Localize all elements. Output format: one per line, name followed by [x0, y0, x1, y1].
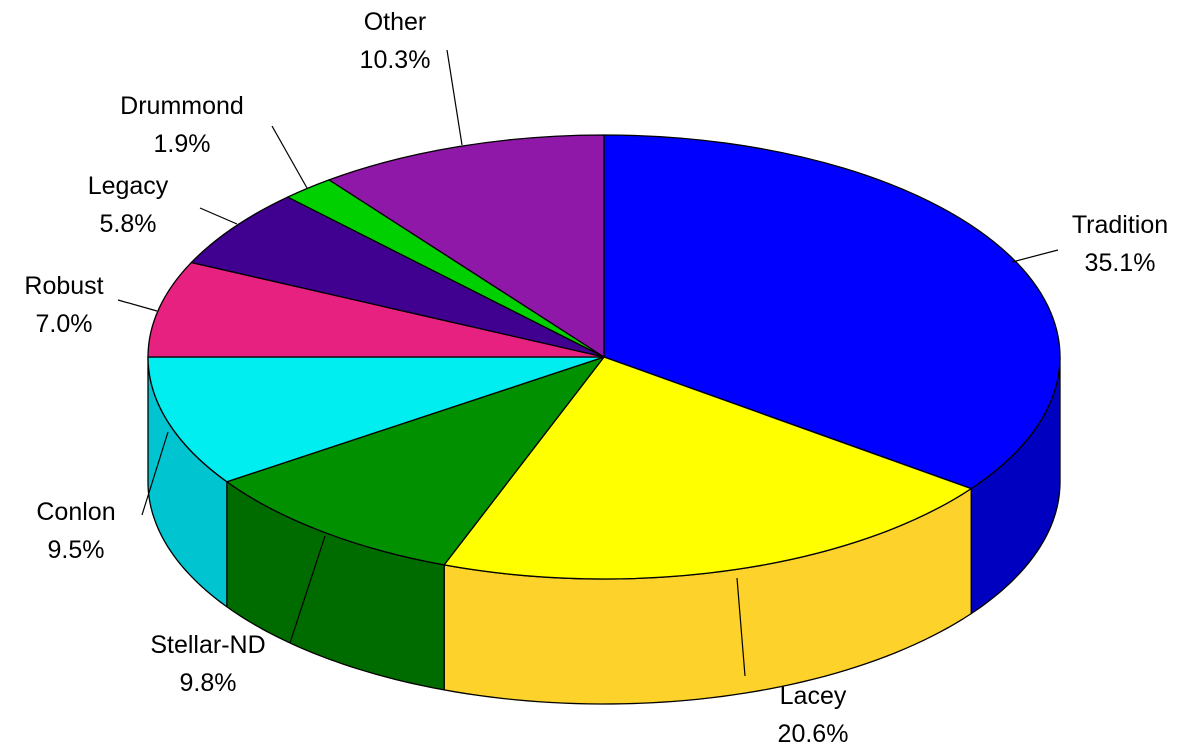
label-name-conlon: Conlon — [36, 498, 115, 526]
label-name-robust: Robust — [24, 272, 103, 300]
pie-tops — [147, 134, 1061, 580]
leader-legacy — [199, 207, 238, 225]
label-pct-other: 10.3% — [360, 46, 431, 74]
leader-robust — [117, 299, 158, 312]
label-pct-legacy: 5.8% — [100, 210, 157, 238]
leader-stellar-nd — [289, 535, 326, 644]
leader-lines — [117, 49, 1059, 677]
label-name-stellar-nd: Stellar-ND — [150, 631, 265, 659]
slice-tradition — [603, 134, 1061, 490]
slice-stellar-nd — [226, 356, 605, 566]
slice-labels: Tradition 35.1% Lacey 20.6% Stellar-ND 9… — [24, 8, 1168, 748]
label-name-drummond: Drummond — [120, 92, 244, 120]
leader-lacey — [736, 577, 746, 677]
slice-conlon — [147, 356, 605, 483]
slice-robust — [147, 261, 605, 358]
slice-lacey — [443, 356, 972, 580]
leader-tradition — [1011, 249, 1059, 263]
slice-other — [328, 134, 605, 358]
leader-drummond — [271, 125, 308, 189]
label-name-lacey: Lacey — [780, 682, 847, 710]
label-pct-lacey: 20.6% — [778, 720, 849, 748]
label-name-tradition: Tradition — [1072, 211, 1168, 239]
leader-other — [446, 49, 463, 146]
label-pct-conlon: 9.5% — [48, 536, 105, 564]
label-pct-tradition: 35.1% — [1085, 249, 1156, 277]
label-pct-stellar-nd: 9.8% — [180, 669, 237, 697]
label-name-other: Other — [364, 8, 427, 36]
leader-conlon — [141, 431, 169, 516]
label-pct-robust: 7.0% — [36, 310, 93, 338]
label-pct-drummond: 1.9% — [154, 130, 211, 158]
pie-sides — [147, 356, 1061, 705]
label-name-legacy: Legacy — [88, 172, 169, 200]
slice-legacy — [190, 196, 605, 358]
